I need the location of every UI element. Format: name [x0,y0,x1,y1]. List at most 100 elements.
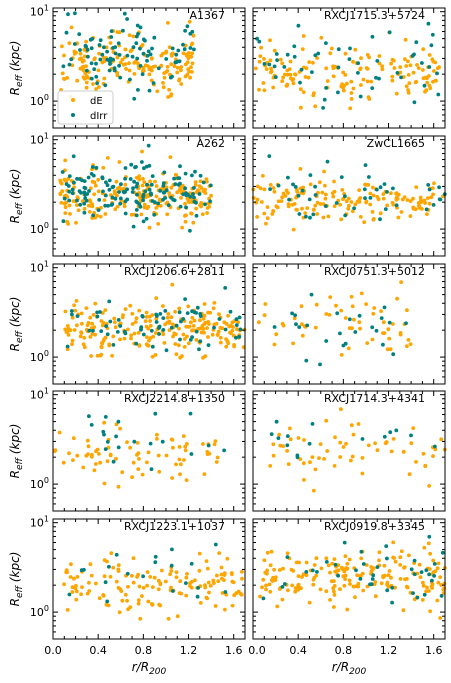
point-dIrr [135,192,139,197]
point-dIrr [304,570,309,574]
point-dE [162,71,167,75]
point-dE [114,422,119,427]
panel-frame [52,263,246,385]
point-dIrr [105,332,110,337]
point-dE [102,76,107,81]
point-dE [78,51,83,56]
point-dE [144,193,149,197]
point-dIrr [134,208,139,212]
point-dE [80,585,84,589]
point-dE [79,592,83,597]
point-dE [255,215,259,219]
point-dE [349,97,354,101]
point-dE [333,435,337,440]
point-dIrr [385,190,389,194]
point-dE [148,179,152,184]
point-dE [350,454,355,459]
panel-title: RXCJ0919.8+3345 [324,520,425,533]
point-dE [264,221,268,226]
point-dE [341,70,346,75]
point-dIrr [315,570,319,574]
point-dE [128,445,133,450]
point-dE [109,551,114,556]
point-dE [273,575,278,580]
point-dE [114,179,119,184]
point-dE [64,570,69,575]
point-dE [301,461,306,466]
point-dE [343,554,348,559]
point-dIrr [294,322,298,327]
point-dE [137,457,141,461]
y-axis-label-row-3: Reff (kpc) [8,297,25,352]
point-dE [392,66,397,70]
point-dE [130,322,135,326]
point-dIrr [123,166,128,170]
panel-rxcj0919-8-3345: 0.0 0.4 0.8 1.2 1.6 r/R200 RXCJ0919.8+3345 [248,518,447,677]
point-dE [117,610,122,615]
point-dIrr [100,176,105,181]
point-dE [332,589,336,594]
point-dE [192,318,197,323]
point-dIrr [296,193,301,198]
point-dE [332,579,336,583]
point-dE [425,585,429,590]
point-dE [343,577,347,581]
point-dE [272,48,277,53]
legend-marker [71,98,75,102]
point-dE [303,211,308,216]
point-dIrr [394,203,399,208]
point-dE [185,334,189,339]
point-dE [180,183,185,188]
point-dE [375,195,380,199]
point-dE [74,220,78,225]
point-dE [394,191,398,196]
point-dE [344,441,348,446]
point-dE [426,541,431,546]
point-dIrr [427,572,431,577]
point-dE [377,54,382,58]
point-dIrr [274,419,279,424]
point-dE [194,338,199,342]
point-dE [278,57,283,62]
point-dE [377,550,382,555]
point-dIrr [436,92,441,97]
point-dIrr [170,46,175,51]
point-dE [153,179,157,184]
point-dIrr [184,205,188,210]
point-dE [70,342,74,347]
point-dE [432,69,436,73]
point-dE [61,460,66,465]
point-dIrr [86,175,91,180]
point-dE [91,82,95,86]
point-dE [398,577,403,581]
panel-a262: 100 101 A262 [30,132,246,257]
point-dIrr [287,197,291,202]
point-dIrr [162,190,167,195]
point-dIrr [269,432,274,436]
point-dE [141,66,146,70]
point-dE [183,219,188,224]
point-dE [227,324,232,329]
point-dE [359,556,364,561]
point-dE [230,572,234,577]
point-dE [421,583,426,588]
point-dE [436,561,441,566]
point-dIrr [388,430,393,435]
point-dE [304,560,309,565]
point-dE [365,79,370,84]
point-dE [142,202,147,207]
point-dIrr [114,434,118,439]
point-dIrr [89,172,94,176]
point-dE [205,566,210,571]
point-dIrr [141,51,146,56]
point-dE [313,104,318,109]
point-dE [205,206,210,210]
panel-title: RXCJ2214.8+1350 [124,392,225,405]
point-dE [272,189,277,194]
point-dE [84,85,89,90]
point-dE [169,437,174,442]
point-dIrr [101,189,105,194]
point-dIrr [140,72,145,77]
point-dE [161,332,166,337]
